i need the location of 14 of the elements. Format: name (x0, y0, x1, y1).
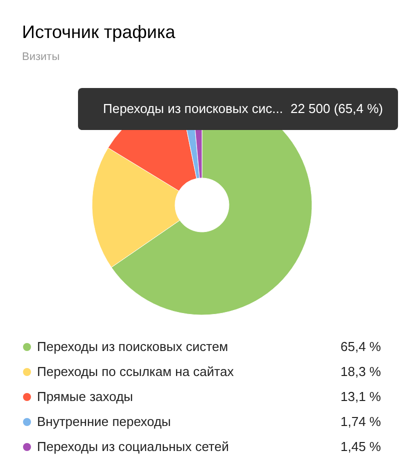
legend-label: Переходы из социальных сетей (37, 439, 229, 454)
data-label: 65,4 % (340, 339, 382, 354)
legend-label: Прямые заходы (37, 389, 134, 404)
data-label: 1,74 % (340, 414, 382, 429)
text: 22 500 (65,4 %) (290, 101, 383, 116)
chart-title: Источник трафика (22, 22, 176, 42)
legend-label: Внутренние переходы (37, 414, 171, 429)
text: Переходы из поисковых сис... (103, 101, 283, 116)
data-label: 1,45 % (340, 439, 382, 454)
data-label: 13,1 % (340, 389, 382, 404)
legend-label: Переходы из поисковых систем (37, 339, 228, 354)
legend-label: Переходы по ссылкам на сайтах (37, 364, 234, 379)
chart-subtitle: Визиты (22, 51, 60, 63)
data-label: 18,3 % (340, 364, 382, 379)
